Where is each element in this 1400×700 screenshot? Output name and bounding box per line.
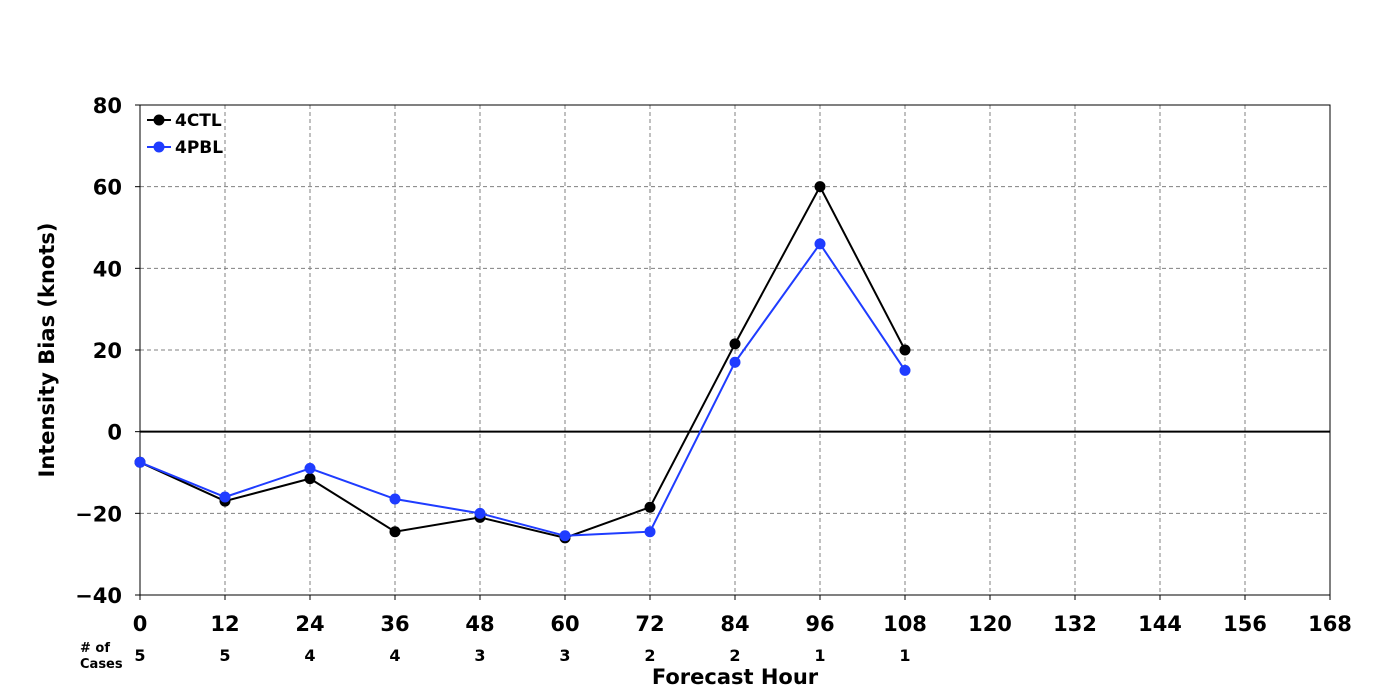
- x-axis-ticks: 0 12 24 36 48 60 72 84 96 108 120 132 144 156 168: [133, 595, 1352, 636]
- data-point-4ctl: [729, 338, 741, 350]
- y-tick-label: 0: [107, 421, 122, 445]
- y-tick-label: 60: [93, 176, 122, 200]
- x-tick-label: 24: [295, 612, 324, 636]
- cases-title-line1: # of: [80, 641, 110, 656]
- case-count: 2: [729, 646, 740, 665]
- data-point-4pbl: [814, 238, 826, 250]
- grid-lines: [140, 105, 1330, 595]
- case-count: 1: [899, 646, 910, 665]
- number-of-cases-row: # of Cases 5 5 4 4 3 3 2 2 1 1: [80, 641, 911, 672]
- case-count: 5: [134, 646, 145, 665]
- case-count: 2: [644, 646, 655, 665]
- x-tick-label: 72: [635, 612, 664, 636]
- y-tick-label: −20: [75, 502, 122, 526]
- data-point-4ctl: [389, 526, 401, 538]
- x-tick-label: 144: [1138, 612, 1182, 636]
- series-line-4pbl: [139, 242, 906, 537]
- x-tick-label: 12: [210, 612, 239, 636]
- legend-item-4pbl: 4PBL: [147, 138, 223, 158]
- data-point-4ctl: [644, 501, 656, 513]
- data-point-4pbl: [389, 493, 401, 505]
- x-tick-label: 96: [805, 612, 834, 636]
- legend-label: 4CTL: [175, 111, 222, 131]
- y-axis-ticks: −40 −20 0 20 40 60 80: [75, 94, 140, 608]
- x-tick-label: 120: [968, 612, 1012, 636]
- legend-item-4ctl: 4CTL: [147, 111, 222, 131]
- y-tick-label: 20: [93, 339, 122, 363]
- y-tick-label: −40: [75, 584, 122, 608]
- x-tick-label: 36: [380, 612, 409, 636]
- x-tick-label: 84: [720, 612, 749, 636]
- x-tick-label: 156: [1223, 612, 1267, 636]
- case-count: 5: [219, 646, 230, 665]
- data-point-4pbl: [304, 462, 316, 474]
- x-tick-label: 48: [465, 612, 494, 636]
- x-tick-label: 168: [1308, 612, 1352, 636]
- case-count: 4: [304, 646, 315, 665]
- data-point-4ctl: [304, 473, 316, 485]
- data-point-4pbl: [899, 364, 911, 376]
- x-tick-label: 108: [883, 612, 927, 636]
- data-point-4pbl: [559, 530, 571, 542]
- x-tick-label: 60: [550, 612, 579, 636]
- x-tick-label: 0: [133, 612, 148, 636]
- data-point-4ctl: [814, 181, 826, 193]
- case-count: 1: [814, 646, 825, 665]
- legend-marker: [153, 114, 165, 126]
- data-point-4pbl: [644, 526, 656, 538]
- data-point-4pbl: [729, 356, 741, 368]
- data-series: [134, 181, 911, 544]
- x-tick-label: 132: [1053, 612, 1097, 636]
- case-count: 4: [389, 646, 400, 665]
- y-axis-label: Intensity Bias (knots): [35, 223, 59, 478]
- legend-label: 4PBL: [175, 138, 223, 158]
- case-count: 3: [474, 646, 485, 665]
- series-4pbl: [134, 238, 911, 542]
- x-axis-label: Forecast Hour: [652, 665, 819, 689]
- data-point-4pbl: [474, 507, 486, 519]
- case-count: 3: [559, 646, 570, 665]
- series-line-4ctl: [139, 184, 906, 539]
- y-tick-label: 40: [93, 257, 122, 281]
- data-point-4ctl: [899, 344, 911, 356]
- y-tick-label: 80: [93, 94, 122, 118]
- data-point-4pbl: [134, 456, 146, 468]
- legend: 4CTL 4PBL: [147, 111, 223, 158]
- legend-marker: [153, 141, 165, 153]
- cases-title-line2: Cases: [80, 657, 123, 672]
- data-point-4pbl: [219, 491, 231, 503]
